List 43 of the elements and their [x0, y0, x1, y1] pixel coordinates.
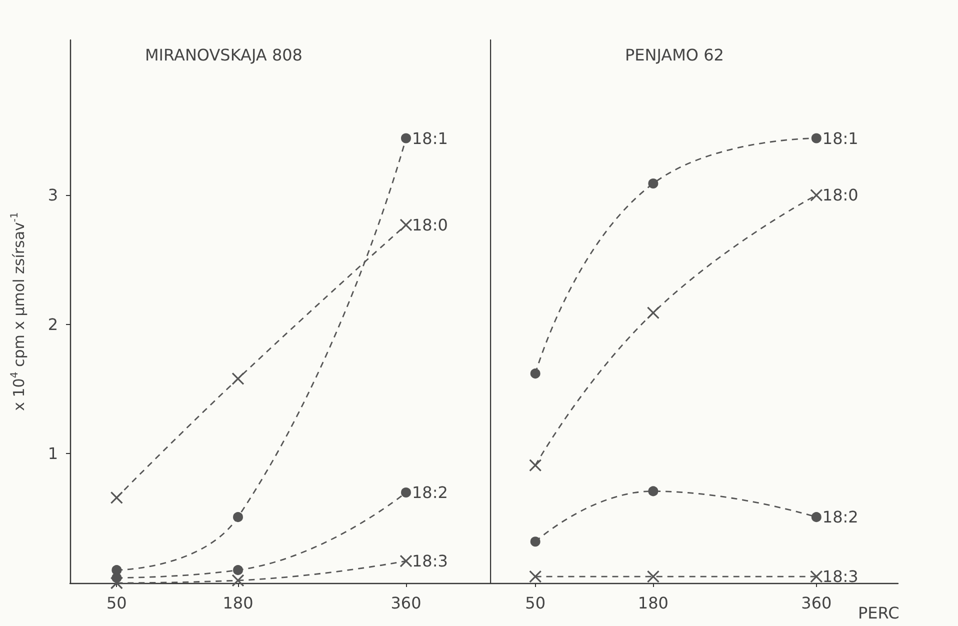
series-label: 18:1: [412, 128, 448, 148]
point: [401, 133, 411, 144]
point: [646, 570, 660, 583]
point: [811, 512, 822, 522]
series-label: 18:3: [822, 567, 858, 586]
y-tick-label: 2: [48, 314, 58, 334]
point: [401, 488, 411, 498]
point: [811, 133, 822, 144]
series-label: 18:1: [822, 128, 858, 148]
x-tick-label: 180: [222, 594, 254, 612]
point: [529, 459, 542, 472]
point: [648, 178, 658, 189]
point: [233, 565, 243, 576]
point: [400, 218, 412, 232]
x-axis-title: PERC: [858, 604, 900, 622]
point: [530, 368, 540, 379]
point: [110, 491, 123, 504]
point: [232, 574, 244, 587]
series-label: 18:0: [412, 215, 448, 234]
y-tick-label: 3: [48, 186, 58, 205]
point: [110, 576, 123, 590]
chart-title: PENJAMO 62: [625, 46, 724, 64]
point: [646, 306, 660, 320]
x-tick-label: 50: [525, 594, 546, 612]
x-tick-label: 360: [390, 594, 422, 612]
series-label: 18:2: [822, 508, 858, 527]
series-label: 18:0: [822, 186, 858, 205]
point: [232, 372, 244, 386]
point: [400, 554, 412, 568]
chart-title: MIRANOVSKAJA 808: [145, 46, 302, 64]
point: [648, 486, 658, 496]
point: [529, 570, 542, 583]
y-tick-label: 1: [48, 444, 58, 464]
point: [810, 570, 823, 583]
series-label: 18:3: [412, 552, 448, 571]
point: [530, 536, 540, 547]
x-tick-label: 360: [801, 594, 832, 612]
x-tick-label: 50: [106, 594, 127, 612]
y-axis-title: x 104 cpm x µmol zsírsav-1: [10, 212, 28, 411]
x-tick-label: 180: [638, 594, 668, 612]
point: [810, 188, 823, 202]
series-label: 18:2: [412, 483, 448, 502]
point: [233, 512, 243, 522]
